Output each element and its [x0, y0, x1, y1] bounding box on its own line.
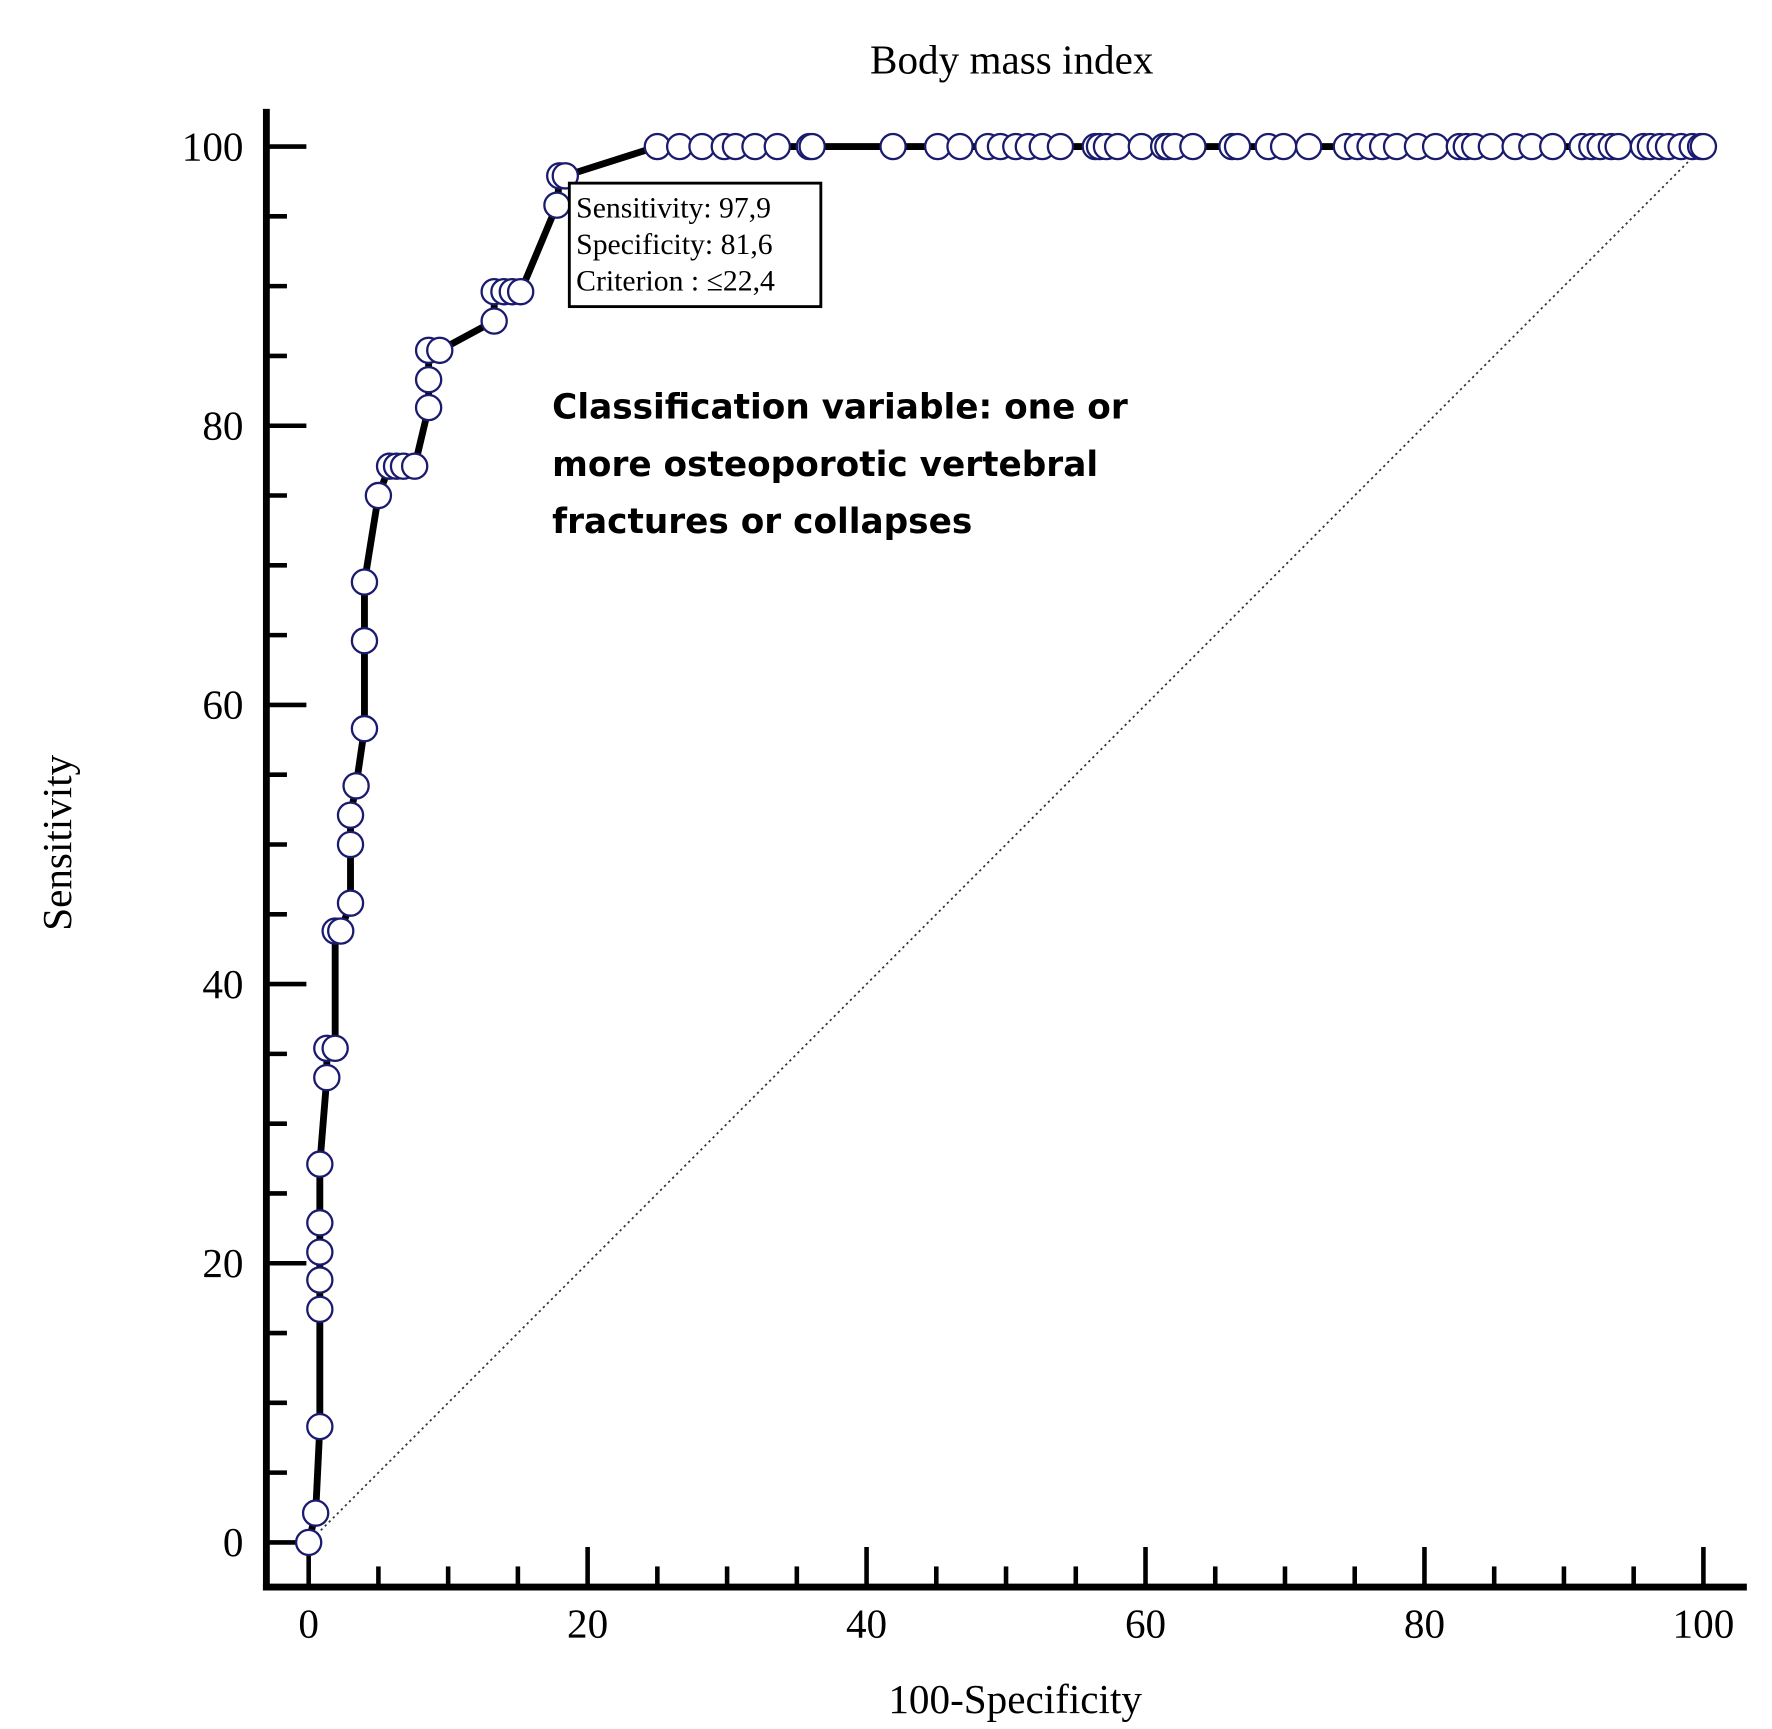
- classification-note-line-1: Classification variable: one or: [552, 388, 1128, 428]
- y-tick-label: 60: [202, 682, 243, 728]
- roc-point: [1223, 132, 1252, 161]
- roc-point: [306, 1150, 334, 1178]
- classification-note-line-2: more osteoporotic vertebral: [552, 445, 1098, 485]
- roc-point: [1539, 132, 1567, 161]
- roc-point: [336, 801, 365, 829]
- roc-point: [350, 568, 379, 596]
- roc-point: [327, 917, 355, 945]
- roc-point: [306, 1209, 334, 1237]
- roc-point: [301, 1499, 330, 1527]
- y-tick-label: 80: [202, 402, 243, 448]
- roc-point: [350, 626, 379, 655]
- x-tick-label: 80: [1404, 1600, 1445, 1646]
- roc-point: [294, 1528, 323, 1557]
- roc-point: [879, 132, 907, 161]
- roc-point: [313, 1063, 341, 1092]
- roc-point: [506, 278, 535, 306]
- reference-diagonal-line: [308, 145, 1705, 1544]
- roc-point: [1477, 132, 1506, 161]
- roc-point: [400, 452, 429, 480]
- roc-point: [1103, 132, 1132, 161]
- roc-point: [321, 1034, 349, 1063]
- y-axis-label: Sensitivity: [34, 754, 80, 930]
- x-tick-label: 60: [1125, 1600, 1166, 1646]
- y-tick-label: 100: [182, 123, 244, 169]
- roc-point: [1421, 132, 1450, 161]
- roc-point: [1046, 132, 1075, 161]
- roc-point: [946, 132, 974, 161]
- x-tick-label: 0: [298, 1600, 319, 1646]
- roc-point: [1269, 132, 1298, 161]
- classification-note: Classification variable: one or more ost…: [552, 388, 1128, 542]
- x-axis-label: 100-Specificity: [888, 1676, 1142, 1722]
- annotation-sensitivity: Sensitivity: 97,9: [576, 192, 771, 224]
- roc-point: [306, 1412, 334, 1441]
- roc-point: [336, 830, 365, 859]
- annotation-criterion: Criterion : ≤22,4: [576, 266, 775, 298]
- roc-point: [426, 336, 454, 365]
- roc-point: [1294, 132, 1323, 161]
- roc-point: [342, 772, 370, 800]
- roc-point: [306, 1295, 334, 1324]
- roc-point: [1604, 132, 1633, 161]
- chart-title: Body mass index: [870, 36, 1154, 82]
- y-tick-label: 20: [202, 1240, 243, 1286]
- roc-point: [350, 714, 379, 743]
- y-tick-label: 40: [202, 961, 243, 1007]
- axes: 0 20 40 60 80 100 0 20 40 60 80 100: [182, 108, 1747, 1646]
- classification-note-line-3: fractures or collapses: [552, 502, 972, 542]
- roc-point: [414, 365, 443, 394]
- roc-point: [1179, 132, 1207, 161]
- criterion-annotation-box: Sensitivity: 97,9 Specificity: 81,6 Crit…: [567, 181, 823, 309]
- roc-point: [798, 132, 826, 161]
- x-tick-label: 20: [567, 1600, 608, 1646]
- roc-point: [336, 889, 365, 917]
- roc-point: [543, 191, 571, 219]
- annotation-specificity: Specificity: 81,6: [576, 229, 772, 261]
- roc-point: [306, 1238, 334, 1266]
- roc-point: [763, 132, 792, 161]
- roc-point: [306, 1266, 334, 1294]
- roc-point: [364, 481, 393, 510]
- y-tick-label: 0: [223, 1519, 244, 1565]
- roc-point: [480, 307, 508, 335]
- x-tick-label: 40: [846, 1600, 887, 1646]
- roc-point: [1689, 132, 1718, 161]
- roc-point: [414, 393, 443, 422]
- x-tick-label: 100: [1673, 1600, 1735, 1646]
- roc-markers: [294, 132, 1718, 1557]
